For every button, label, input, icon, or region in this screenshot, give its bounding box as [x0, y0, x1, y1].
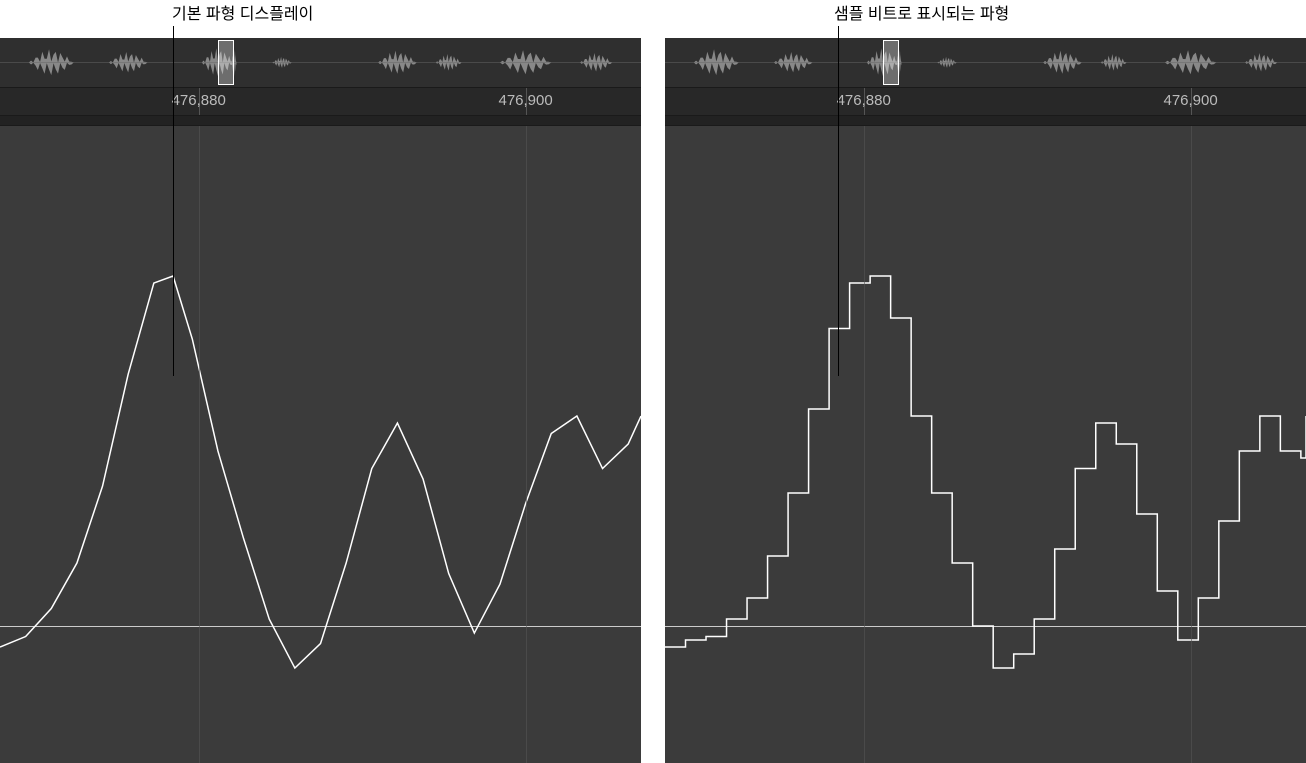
grid-line [526, 126, 527, 763]
left-ruler[interactable]: 476,880 476,900 [0, 88, 641, 116]
ruler-label: 476,900 [498, 92, 552, 109]
overview-wave-icon [665, 38, 1306, 87]
waveform-step [665, 126, 1306, 763]
right-label-text: 샘플 비트로 표시되는 파형 [834, 0, 1009, 24]
ruler-label: 476,900 [1163, 92, 1217, 109]
left-ruler-sub [0, 116, 641, 126]
grid-line [1191, 126, 1192, 763]
right-overview[interactable] [665, 38, 1306, 88]
left-overview[interactable] [0, 38, 641, 88]
left-wave-area[interactable] [0, 126, 641, 763]
right-panel-label: 샘플 비트로 표시되는 파형 [665, 0, 1306, 30]
overview-window[interactable] [883, 40, 899, 85]
left-panel-label: 기본 파형 디스플레이 [0, 0, 641, 30]
waveform-smooth [0, 126, 641, 763]
right-ruler[interactable]: 476,880 476,900 [665, 88, 1306, 116]
grid-line [199, 126, 200, 763]
callout-line-right [838, 26, 839, 376]
ruler-label: 476,880 [172, 92, 226, 109]
overview-window[interactable] [218, 40, 234, 85]
right-wave-area[interactable] [665, 126, 1306, 763]
grid-line [864, 126, 865, 763]
callout-line-left [173, 26, 174, 376]
right-panel-wrap: 샘플 비트로 표시되는 파형 476,880 476,900 [665, 0, 1306, 763]
left-editor[interactable]: 476,880 476,900 [0, 38, 641, 763]
ruler-label: 476,880 [837, 92, 891, 109]
left-panel-wrap: 기본 파형 디스플레이 476,880 476,900 [0, 0, 641, 763]
left-label-text: 기본 파형 디스플레이 [172, 0, 313, 24]
overview-wave-icon [0, 38, 641, 87]
right-ruler-sub [665, 116, 1306, 126]
right-editor[interactable]: 476,880 476,900 [665, 38, 1306, 763]
